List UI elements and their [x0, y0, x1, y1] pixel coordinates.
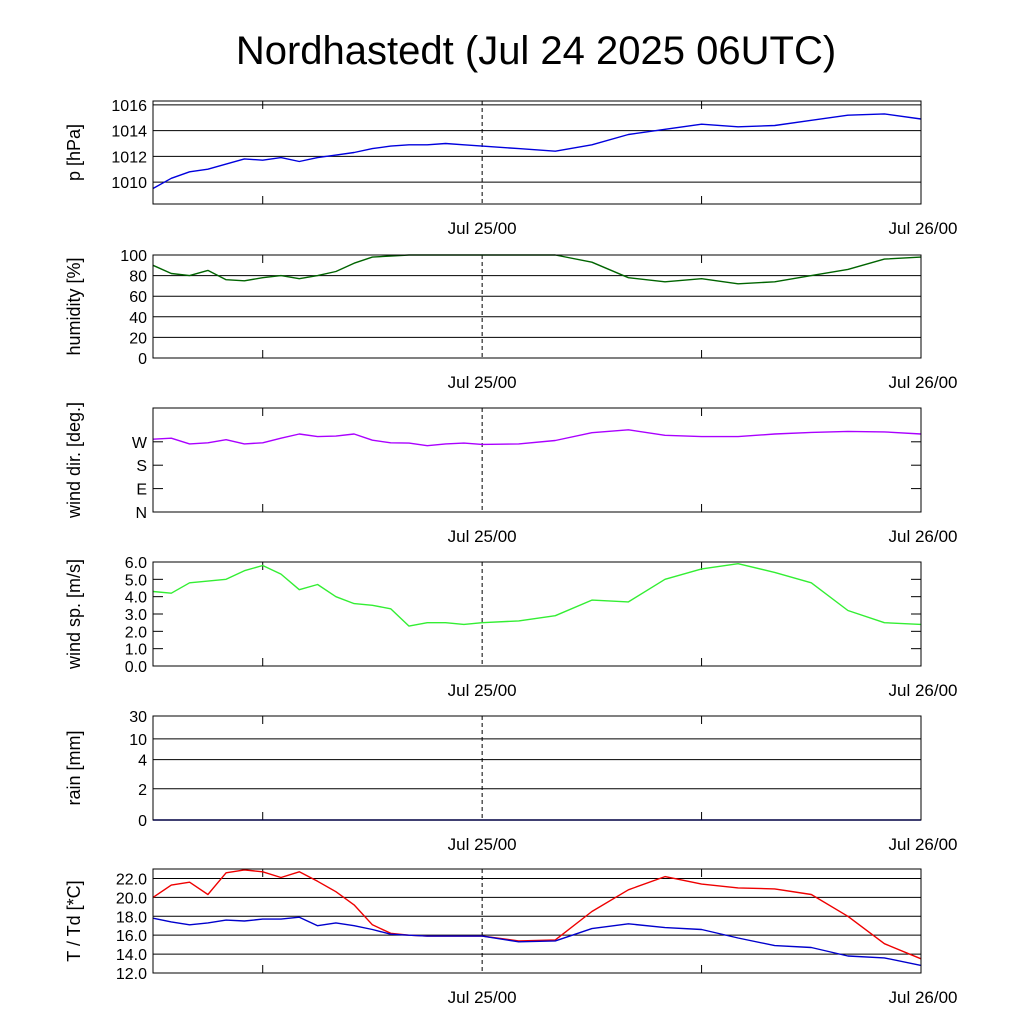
y-tick-label: 4	[138, 753, 147, 770]
chart-panels: 1010 1012 1014 1016 p [hPa] Jul 25/00 Jul 26/0…	[64, 98, 958, 1007]
y-tick-label: 20.0	[116, 890, 147, 907]
x-tick-label: Jul 25/00	[448, 988, 517, 1007]
y-tick-label: 20	[129, 330, 147, 347]
series-line-1	[152, 429, 922, 447]
y-tick-label: 12.0	[116, 966, 147, 983]
x-tick-label: Jul 25/00	[448, 373, 517, 392]
x-tick-label: Jul 25/00	[448, 681, 517, 700]
y-tick-label: 22.0	[116, 871, 147, 888]
y-axis-label: T / Td [*C]	[64, 880, 84, 961]
y-axis-label: rain [mm]	[64, 730, 84, 805]
chart-title: Nordhastedt (Jul 24 2025 06UTC)	[236, 29, 836, 73]
y-tick-label: 40	[129, 310, 147, 327]
x-tick-label: Jul 25/00	[448, 219, 517, 238]
series-line-1	[152, 113, 922, 190]
x-tick-label: Jul 25/00	[448, 527, 517, 546]
y-tick-label: 80	[129, 269, 147, 286]
y-tick-label: 2	[138, 782, 147, 799]
panel-1: 1010 1012 1014 1016 p [hPa] Jul 25/00 Jul 26/0…	[64, 98, 958, 238]
y-tick-label: 1.0	[125, 642, 147, 659]
x-tick-label: Jul 26/00	[889, 527, 958, 546]
x-tick-label: Jul 26/00	[889, 988, 958, 1007]
y-tick-label: S	[136, 458, 147, 475]
y-tick-label: E	[136, 482, 147, 499]
y-axis-label: wind dir. [deg.]	[64, 402, 84, 519]
y-axis-label: wind sp. [m/s]	[64, 559, 84, 670]
y-tick-label: 1016	[111, 98, 147, 115]
y-tick-label: 16.0	[116, 928, 147, 945]
y-tick-label: 100	[120, 248, 147, 265]
panel-frame	[152, 407, 922, 513]
panel-frame	[152, 715, 922, 821]
panel-frame	[152, 100, 922, 205]
panel-frame	[152, 254, 922, 359]
panel-5: 0 2 4 10 30 rain [mm] Jul 25/00 Jul 26/00	[64, 709, 958, 854]
y-tick-label: 1010	[111, 175, 147, 192]
y-tick-label: 60	[129, 289, 147, 306]
y-tick-label: 3.0	[125, 607, 147, 624]
y-tick-label: 18.0	[116, 909, 147, 926]
y-tick-label: 5.0	[125, 572, 147, 589]
y-tick-label: 1012	[111, 149, 147, 166]
y-axis-label: humidity [%]	[64, 257, 84, 355]
panel-6: 12.0 14.0 16.0 18.0 20.0 22.0 T / Td [*C] Jul 2…	[64, 868, 958, 1007]
y-tick-label: 4.0	[125, 590, 147, 607]
y-tick-label: 14.0	[116, 947, 147, 964]
panel-2: 0 20 40 60 80 100 humidity [%] Jul 25/00 Jul 26/…	[64, 248, 958, 392]
y-tick-label: 2.0	[125, 624, 147, 641]
x-tick-label: Jul 25/00	[448, 835, 517, 854]
series-line-2	[152, 916, 922, 967]
y-axis-label: p [hPa]	[64, 124, 84, 181]
y-tick-label: 30	[129, 709, 147, 726]
y-tick-label: 1014	[111, 124, 147, 141]
panel-frame	[152, 561, 922, 667]
x-tick-label: Jul 26/00	[889, 373, 958, 392]
x-tick-label: Jul 26/00	[889, 681, 958, 700]
y-tick-label: N	[135, 505, 147, 522]
x-tick-label: Jul 26/00	[889, 219, 958, 238]
y-tick-label: 10	[129, 732, 147, 749]
y-tick-label: 0	[138, 351, 147, 368]
x-tick-label: Jul 26/00	[889, 835, 958, 854]
panel-4: 0.01.02.03.04.05.06.0 wind sp. [m/s] Jul 2…	[64, 555, 958, 700]
y-tick-label: 0	[138, 813, 147, 830]
series-line-1	[152, 563, 922, 627]
y-tick-label: W	[132, 435, 148, 452]
y-tick-label: 6.0	[125, 555, 147, 572]
y-tick-label: 0.0	[125, 659, 147, 676]
panel-frame	[152, 868, 922, 974]
